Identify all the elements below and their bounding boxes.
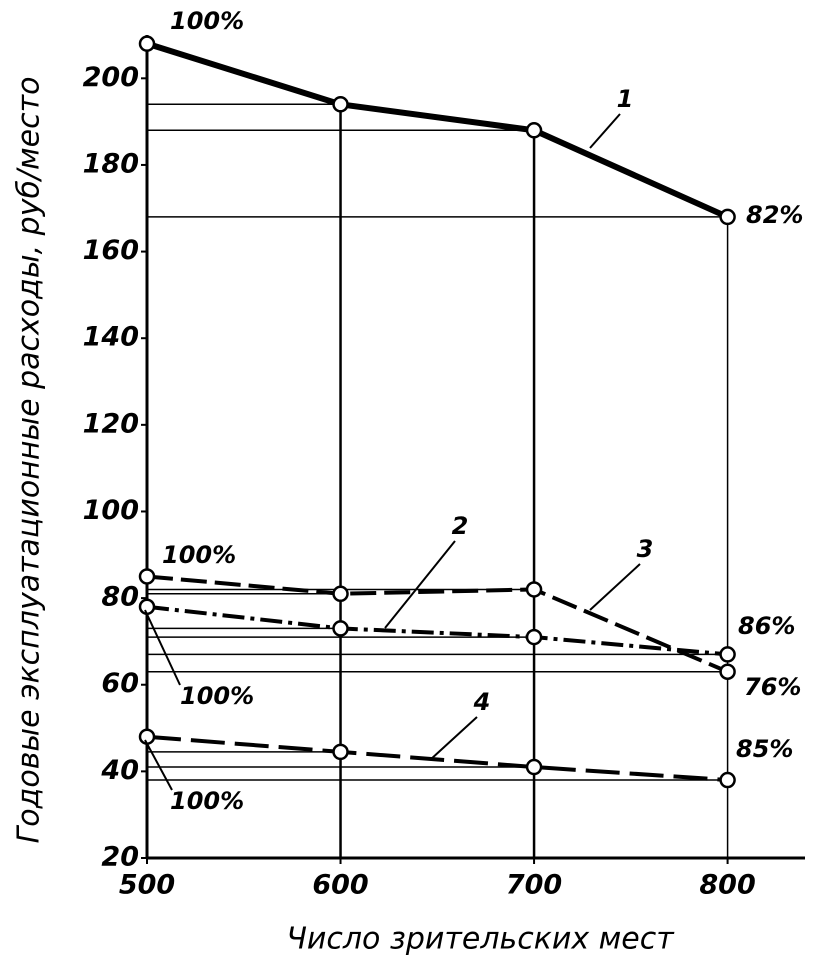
data-point (138, 568, 156, 585)
leader-line (144, 609, 181, 686)
y-tick-label: 20 (101, 842, 139, 873)
y-tick-label: 80 (101, 582, 139, 613)
y-tick-label: 40 (100, 755, 139, 786)
series-label: 1 (617, 85, 634, 113)
data-point (332, 743, 349, 761)
data-point (719, 208, 736, 226)
data-point (719, 646, 736, 663)
y-tick-label: 120 (83, 408, 139, 439)
data-point (525, 122, 543, 139)
annotation: 100% (162, 541, 236, 569)
series-line (146, 734, 728, 783)
data-point (138, 35, 156, 52)
data-point (525, 581, 543, 598)
data-point (332, 620, 349, 637)
data-point (719, 771, 736, 789)
series-line (146, 40, 729, 220)
y-tick-label: 180 (83, 148, 139, 179)
y-tick-label: 60 (101, 668, 139, 699)
series-label: 2 (452, 512, 469, 540)
leader-line (589, 563, 641, 611)
annotation: 100% (180, 682, 254, 710)
x-tick-label: 800 (699, 870, 755, 901)
y-tick-label: 160 (83, 235, 139, 266)
y-tick-label: 100 (83, 495, 139, 526)
series-label: 3 (637, 535, 654, 563)
annotation: 82% (746, 201, 803, 229)
y-axis-title: Годовые эксплуатационные расходы, руб/ме… (12, 77, 47, 844)
data-point (332, 96, 349, 113)
data-point (525, 758, 543, 776)
leader-line (429, 716, 478, 761)
x-tick-label: 500 (119, 870, 175, 901)
leader-line (384, 540, 456, 629)
series-label: 4 (473, 688, 491, 716)
series-line (146, 604, 728, 657)
series-line (146, 574, 729, 674)
annotation: 100% (170, 7, 244, 35)
data-point (719, 663, 736, 680)
annotation: 76% (744, 673, 801, 701)
x-tick-label: 600 (312, 870, 368, 901)
y-tick-label: 200 (83, 62, 139, 93)
leader-line (589, 113, 621, 149)
data-point (525, 628, 543, 646)
y-tick-label: 140 (83, 322, 139, 353)
leader-line (144, 739, 173, 791)
annotation: 85% (736, 735, 793, 763)
x-tick-label: 700 (506, 870, 562, 901)
annotation: 86% (738, 612, 795, 640)
data-point (332, 585, 349, 603)
annotation: 100% (170, 787, 244, 815)
x-axis-title: Число зрительских мест (286, 922, 675, 957)
data-point (138, 598, 156, 616)
